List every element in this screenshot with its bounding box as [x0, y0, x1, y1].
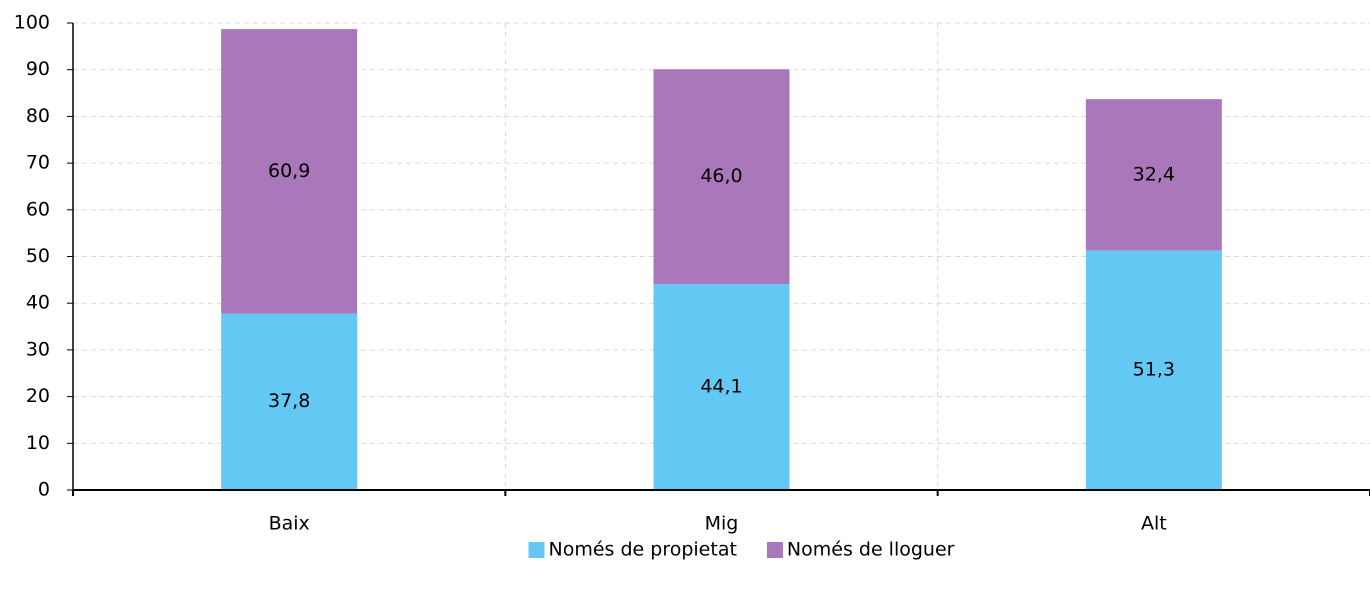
- y-tick-label: 60: [26, 198, 50, 220]
- y-tick-label: 0: [38, 479, 50, 501]
- y-tick-label: 10: [26, 432, 50, 454]
- y-tick-label: 70: [26, 152, 50, 174]
- bar-segment: [221, 313, 358, 490]
- bar-segment: [221, 29, 358, 314]
- legend-swatch: [528, 542, 545, 558]
- legend-swatch: [766, 542, 783, 558]
- x-tick-label: Alt: [1141, 513, 1167, 535]
- bar-segment: [1085, 99, 1222, 251]
- y-tick-label: 30: [26, 338, 50, 360]
- y-tick-label: 80: [26, 105, 50, 127]
- data-label: 37,8: [268, 390, 310, 412]
- y-tick-label: 50: [26, 245, 50, 267]
- legend-label: Només de lloguer: [787, 539, 955, 561]
- bar-segment: [653, 69, 790, 285]
- data-label: 60,9: [268, 160, 310, 182]
- y-tick-label: 90: [26, 58, 50, 80]
- y-tick-label: 100: [14, 12, 50, 34]
- x-tick-label: Mig: [705, 513, 739, 535]
- data-label: 32,4: [1133, 163, 1175, 185]
- y-tick-label: 20: [26, 385, 50, 407]
- y-tick-label: 40: [26, 292, 50, 314]
- data-label: 51,3: [1133, 359, 1175, 381]
- bar-segment: [1085, 250, 1222, 490]
- bar-segment: [653, 284, 790, 490]
- legend-label: Només de propietat: [549, 539, 737, 561]
- data-label: 46,0: [700, 165, 742, 187]
- x-tick-label: Baix: [269, 513, 310, 535]
- data-label: 44,1: [700, 376, 742, 398]
